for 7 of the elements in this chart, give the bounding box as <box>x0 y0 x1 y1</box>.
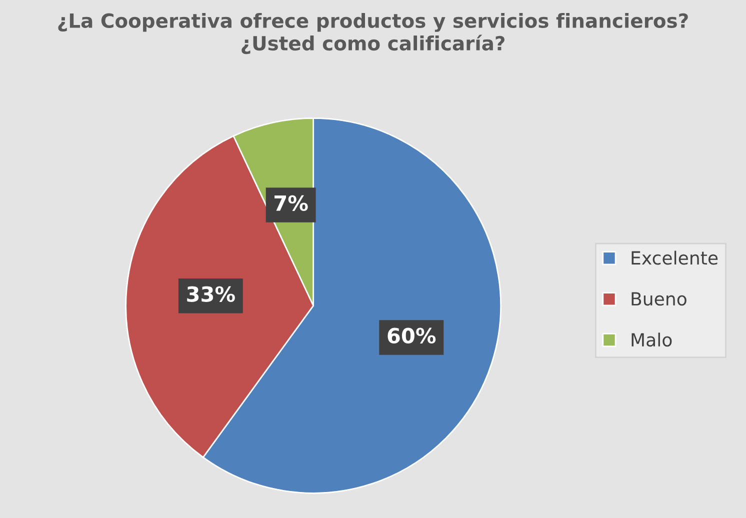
data-label: 33% <box>187 286 235 302</box>
data-label: 7% <box>274 195 308 212</box>
legend-label: Excelente <box>632 250 718 265</box>
chart-title: ¿La Cooperativa ofrece productos y servicios financieros? ¿Usted como calificaría? <box>58 12 688 54</box>
data-label: 60% <box>388 328 436 344</box>
legend-label: Bueno <box>632 292 686 306</box>
legend-label: Malo <box>632 332 672 347</box>
